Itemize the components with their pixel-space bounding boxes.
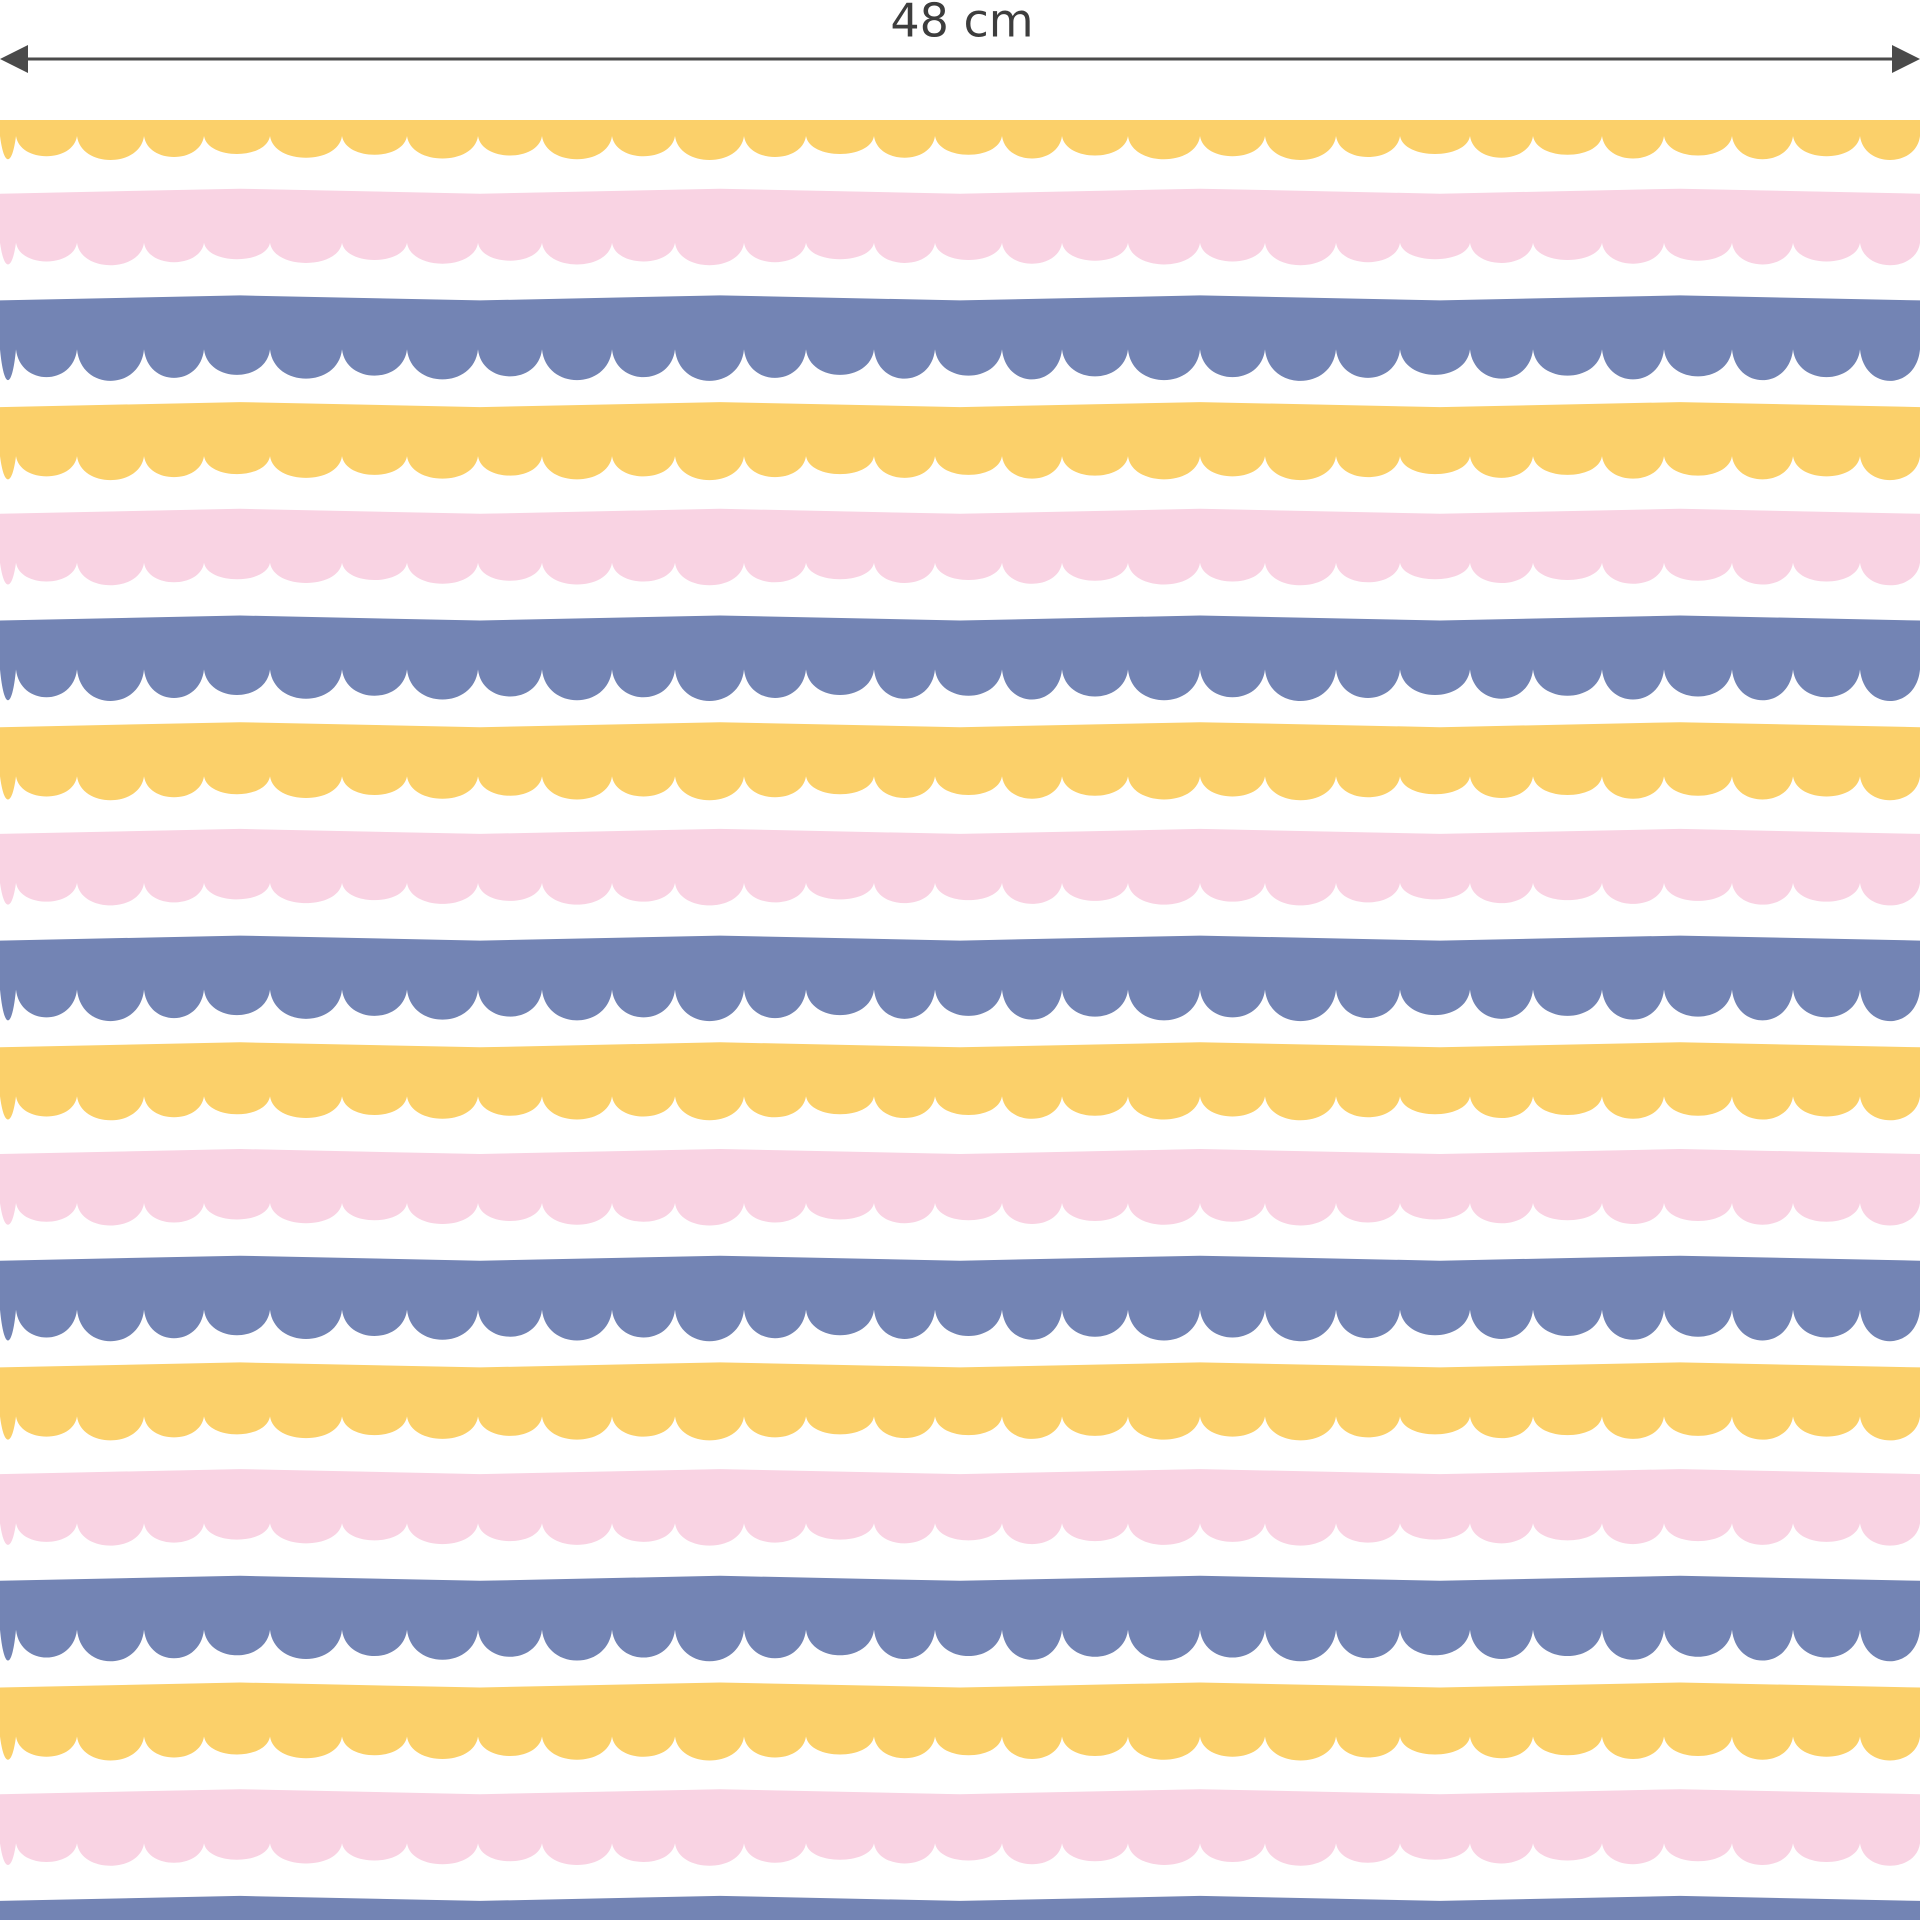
arrow-head-left (0, 45, 28, 73)
stripe (0, 1682, 1920, 1761)
stripe (0, 1469, 1920, 1546)
stripe (0, 508, 1920, 586)
stripe (0, 120, 1920, 160)
stripe (0, 1895, 1920, 1920)
stripe (0, 722, 1920, 801)
arrow-head-right (1892, 45, 1920, 73)
dimension-arrow (0, 45, 1920, 73)
stripe (0, 188, 1920, 266)
stripe (0, 402, 1920, 481)
stripe (0, 1042, 1920, 1121)
stripe (0, 295, 1920, 381)
stripe (0, 1362, 1920, 1441)
stripe (0, 828, 1920, 906)
stripe (0, 1789, 1920, 1866)
stripe (0, 1149, 1920, 1226)
stripe (0, 1575, 1920, 1662)
stripe (0, 1255, 1920, 1342)
stripe (0, 615, 1920, 701)
stripe (0, 935, 1920, 1022)
scallop-stripes (0, 120, 1920, 1920)
dimension-label: 48 cm (890, 0, 1033, 48)
